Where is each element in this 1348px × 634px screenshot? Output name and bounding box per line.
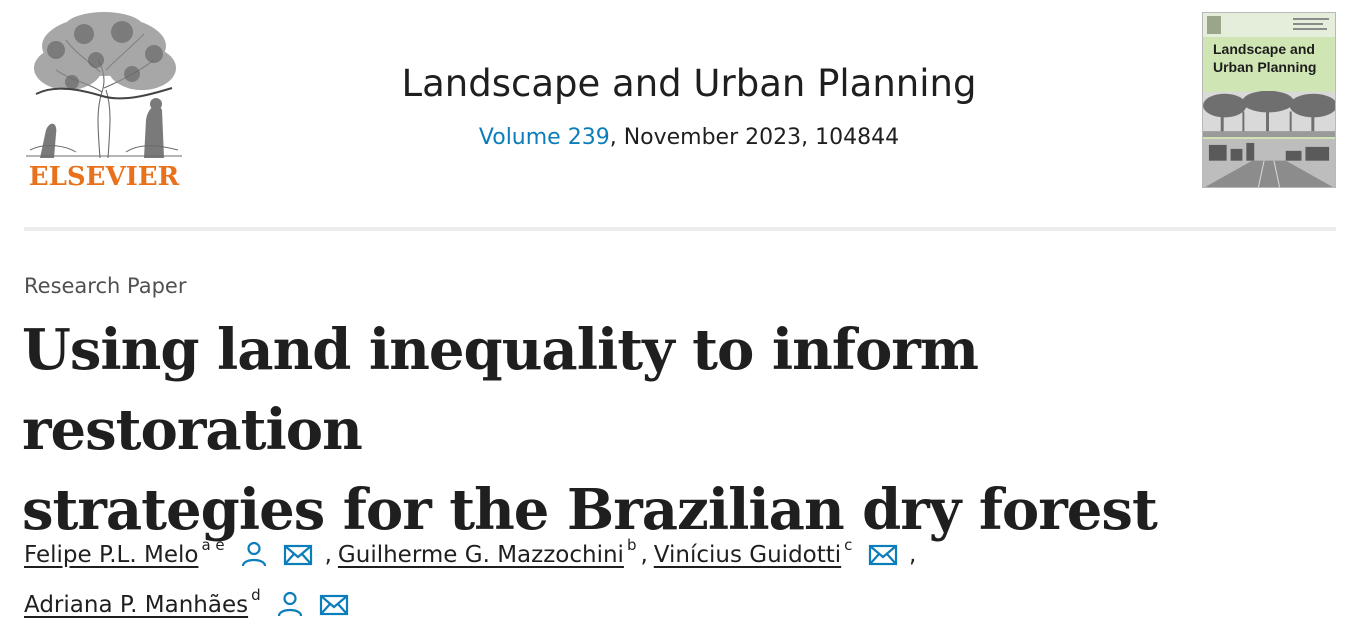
- journal-header: ELSEVIER Landscape and Urban Planning Vo…: [24, 0, 1336, 228]
- article-title-line-2: strategies for the Brazilian dry forest: [22, 477, 1158, 543]
- cover-photo-icon: [1203, 91, 1335, 187]
- author-affiliation-mazzochini[interactable]: b: [626, 536, 637, 554]
- author-name-melo[interactable]: Felipe P.L. Melo: [24, 542, 199, 568]
- author-separator: ,: [909, 542, 917, 568]
- cover-header-strip: [1203, 13, 1335, 37]
- author-affiliation-melo[interactable]: a e: [201, 536, 225, 554]
- person-icon[interactable]: [240, 540, 268, 568]
- issue-info: Volume 239, November 2023, 104844: [304, 125, 1074, 150]
- author-affiliation-manhaes[interactable]: d: [251, 586, 261, 604]
- envelope-icon[interactable]: [868, 542, 898, 568]
- cover-title-line-1: Landscape and: [1213, 41, 1315, 57]
- elsevier-wordmark: ELSEVIER: [28, 162, 180, 192]
- journal-title[interactable]: Landscape and Urban Planning: [401, 62, 977, 105]
- author-name-manhaes[interactable]: Adriana P. Manhães: [24, 592, 249, 618]
- author-affiliation-guidotti[interactable]: c: [844, 536, 853, 554]
- author-line-1: Felipe P.L. Melo a e , Guilherme G. Mazzoc…: [24, 520, 1334, 570]
- cover-logo-icon: [1207, 16, 1329, 34]
- cover-title-line-2: Urban Planning: [1213, 59, 1317, 75]
- envelope-icon[interactable]: [319, 592, 349, 618]
- author-name-guidotti[interactable]: Vinícius Guidotti: [653, 542, 842, 568]
- article-type: Research Paper: [24, 274, 187, 298]
- author-separator: ,: [640, 542, 648, 568]
- author-line-2: Adriana P. Manhães d: [24, 570, 1334, 620]
- header-divider: [24, 227, 1336, 231]
- elsevier-logo[interactable]: ELSEVIER: [24, 10, 184, 192]
- cover-title: Landscape and Urban Planning: [1213, 40, 1335, 76]
- author-separator: ,: [324, 542, 332, 568]
- author-list: Felipe P.L. Melo a e , Guilherme G. Mazzoc…: [24, 520, 1334, 620]
- person-icon[interactable]: [276, 590, 304, 618]
- article-title: Using land inequality to inform restorat…: [22, 310, 1332, 550]
- tree-logo-icon: [26, 10, 182, 160]
- journal-cover-image[interactable]: Landscape and Urban Planning: [1202, 12, 1336, 188]
- envelope-icon[interactable]: [283, 542, 313, 568]
- article-title-line-1: Using land inequality to inform restorat…: [22, 317, 979, 463]
- volume-link[interactable]: Volume 239: [478, 125, 610, 150]
- issue-details: , November 2023, 104844: [609, 125, 900, 150]
- author-name-mazzochini[interactable]: Guilherme G. Mazzochini: [337, 542, 624, 568]
